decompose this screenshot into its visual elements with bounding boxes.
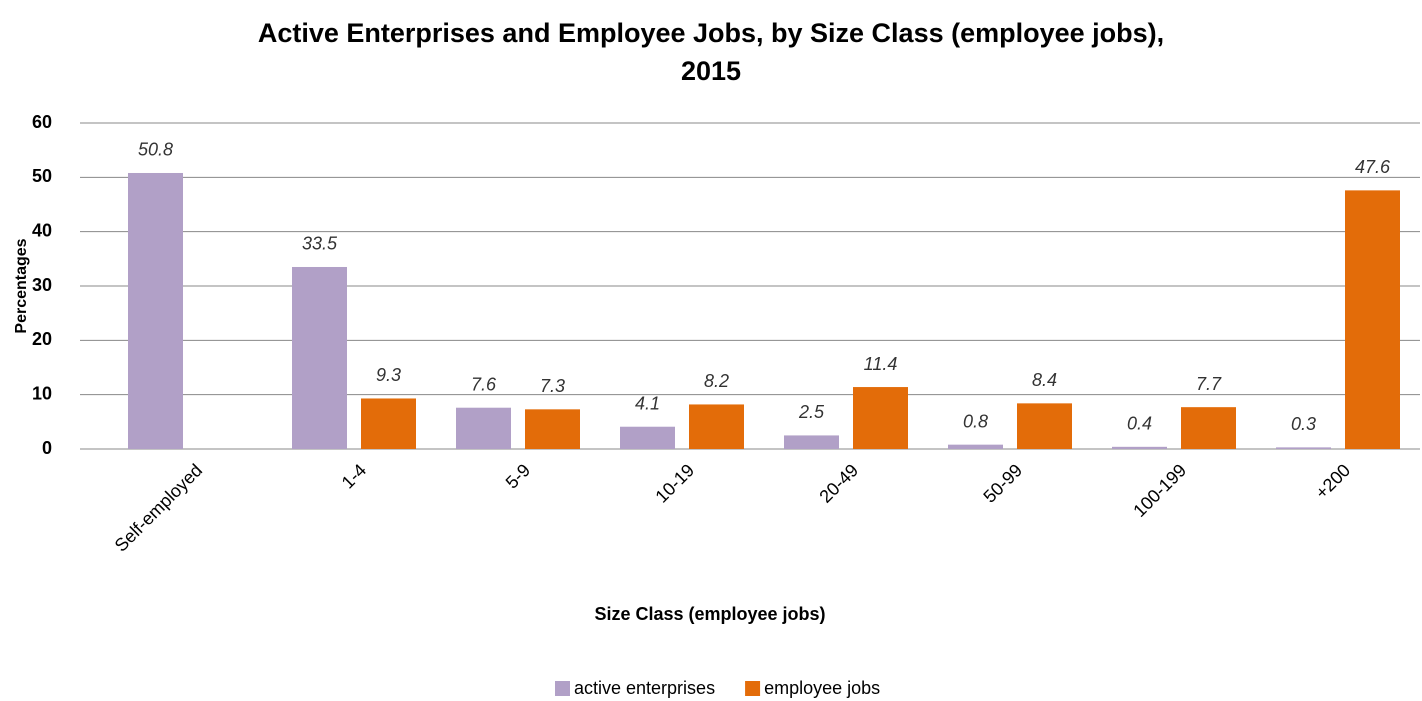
x-tick-label: 20-49: [815, 460, 862, 507]
bar: [525, 409, 580, 449]
bar: [1112, 446, 1167, 449]
bar: [620, 426, 675, 449]
bar: [1345, 190, 1400, 449]
bar: [853, 387, 908, 449]
y-tick-label: 20: [32, 329, 52, 349]
bar: [292, 266, 347, 449]
bar: [784, 435, 839, 449]
data-label: 47.6: [1355, 157, 1391, 177]
bar: [689, 404, 744, 449]
bar: [948, 444, 1003, 449]
legend-swatch: [555, 681, 570, 696]
x-tick-label: 50-99: [979, 460, 1026, 507]
bar: [361, 398, 416, 449]
bar: [456, 407, 511, 449]
data-label: 7.7: [1196, 374, 1222, 394]
legend-label: active enterprises: [574, 678, 715, 698]
data-label: 0.4: [1127, 414, 1152, 434]
y-tick-label: 0: [42, 438, 52, 458]
legend-label: employee jobs: [764, 678, 880, 698]
y-tick-label: 10: [32, 383, 52, 403]
bar: [128, 172, 183, 449]
data-label: 0.3: [1291, 414, 1316, 434]
title-wrap: Active Enterprises and Employee Jobs, by…: [0, 14, 1422, 90]
bar: [1276, 447, 1331, 449]
x-tick-label: 100-199: [1129, 460, 1190, 521]
x-tick-label: 10-19: [651, 460, 698, 507]
data-label: 9.3: [376, 365, 401, 385]
bar: [1017, 403, 1072, 449]
data-label: 4.1: [635, 393, 660, 413]
data-label: 2.5: [798, 402, 825, 422]
legend-swatch: [745, 681, 761, 696]
data-label: 7.6: [471, 374, 497, 394]
data-label: 33.5: [302, 234, 338, 254]
x-tick-label: 1-4: [338, 460, 371, 493]
data-label: 8.4: [1032, 370, 1057, 390]
x-tick-label: +200: [1311, 460, 1354, 503]
bar: [1181, 407, 1236, 449]
data-label: 8.2: [704, 371, 729, 391]
y-tick-label: 40: [32, 220, 52, 240]
data-label: 7.3: [540, 376, 565, 396]
x-tick-label: 5-9: [502, 460, 535, 493]
data-label: 11.4: [864, 354, 898, 374]
y-tick-label: 60: [32, 112, 52, 132]
data-label: 50.8: [138, 140, 173, 160]
y-tick-label: 50: [32, 166, 52, 186]
y-tick-label: 30: [32, 275, 52, 295]
x-tick-label: Self-employed: [111, 460, 207, 556]
y-axis-title: Percentages: [13, 238, 30, 333]
chart-title: Active Enterprises and Employee Jobs, by…: [257, 18, 1165, 86]
x-axis-title: Size Class (employee jobs): [594, 604, 825, 624]
data-label: 0.8: [963, 411, 988, 431]
